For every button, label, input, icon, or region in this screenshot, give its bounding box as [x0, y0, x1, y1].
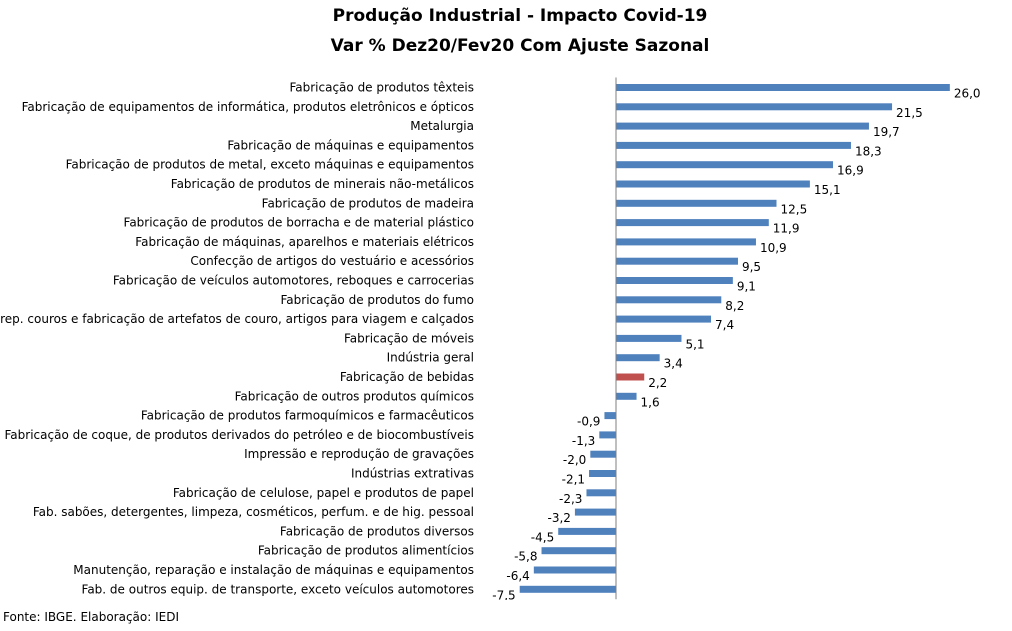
bar — [616, 354, 660, 362]
bar — [616, 199, 777, 207]
bar — [533, 566, 616, 574]
category-label: Fabricação de produtos de minerais não-m… — [171, 177, 474, 191]
bar — [616, 392, 637, 400]
category-label: Indústrias extrativas — [351, 467, 474, 481]
category-label: Fabricação de veículos automotores, rebo… — [113, 274, 474, 288]
category-label: Indústria geral — [387, 351, 474, 365]
category-label: Fabricação de produtos farmoquímicos e f… — [141, 409, 474, 423]
category-label: Fabricação de produtos têxteis — [289, 81, 474, 95]
category-label: Fabricação de produtos alimentícios — [258, 544, 474, 558]
value-label: 5,1 — [685, 337, 704, 351]
bar — [604, 412, 616, 420]
value-label: 3,4 — [664, 357, 683, 371]
bar — [586, 489, 616, 497]
bar — [558, 527, 616, 535]
bar — [616, 84, 950, 91]
category-label: Impressão e reprodução de gravações — [244, 447, 474, 461]
bar — [616, 296, 722, 304]
value-label: -2,0 — [563, 453, 586, 467]
bar — [616, 373, 645, 381]
value-label: -3,2 — [547, 511, 570, 525]
bar — [616, 219, 769, 227]
value-label: 11,9 — [773, 222, 800, 236]
value-label: 15,1 — [814, 183, 841, 197]
value-label: -4,5 — [531, 530, 554, 544]
value-label: -5,8 — [514, 550, 537, 564]
value-label: -1,3 — [572, 434, 595, 448]
value-label: -2,3 — [559, 492, 582, 506]
category-label: Fabricação de outros produtos químicos — [235, 389, 474, 403]
category-label: Manutenção, reparação e instalação de má… — [73, 563, 474, 577]
bar — [616, 161, 833, 169]
value-label: 1,6 — [641, 395, 660, 409]
value-label: 7,4 — [715, 318, 734, 332]
bar — [616, 334, 682, 342]
category-label: Fabricação de equipamentos de informátic… — [22, 100, 474, 114]
category-label: Fabricação de produtos diversos — [280, 524, 474, 538]
bar-chart: Fabricação de produtos têxteis 26,0 Fabric… — [0, 77, 981, 600]
bar — [599, 431, 616, 439]
value-label: -7,5 — [492, 588, 515, 600]
value-label: -6,4 — [506, 569, 529, 583]
category-label: Fabricação de produtos de borracha e de … — [124, 216, 474, 230]
value-label: 8,2 — [725, 299, 744, 313]
chart-title: Produção Industrial - Impacto Covid-19 — [332, 6, 708, 26]
category-label: Fabricação de celulose, papel e produtos… — [173, 486, 474, 500]
bar — [519, 585, 616, 593]
bar — [616, 277, 733, 284]
bar — [616, 103, 893, 111]
chart-source: Fonte: IBGE. Elaboração: IEDI — [3, 610, 180, 624]
value-label: 10,9 — [760, 241, 787, 255]
value-label: 18,3 — [855, 144, 882, 158]
category-label: Fabricação de produtos de madeira — [262, 196, 474, 210]
category-label: Fabricação de produtos de metal, exceto … — [66, 158, 474, 172]
bar — [616, 180, 810, 188]
value-label: -2,1 — [562, 473, 585, 487]
bar — [574, 508, 616, 516]
bar — [616, 122, 869, 130]
category-label: Fabricação de máquinas e equipamentos — [227, 138, 474, 152]
category-label: Fab. sabões, detergentes, limpeza, cosmé… — [33, 505, 474, 519]
value-label: 19,7 — [873, 125, 900, 139]
value-label: 21,5 — [896, 106, 923, 120]
value-label: 2,2 — [648, 376, 667, 390]
value-label: -0,9 — [577, 415, 600, 429]
bar — [616, 315, 712, 323]
bar — [616, 257, 738, 265]
category-label: Fabricação de móveis — [344, 331, 474, 345]
category-label: Confecção de artigos do vestuário e aces… — [190, 254, 474, 268]
bar — [589, 470, 616, 477]
bar — [616, 141, 851, 149]
category-label: Fabricação de produtos do fumo — [280, 293, 474, 307]
category-label: Fabricação de bebidas — [340, 370, 474, 384]
bar — [616, 238, 756, 246]
value-label: 9,1 — [737, 280, 756, 294]
bar — [590, 450, 616, 458]
value-label: 9,5 — [742, 260, 761, 274]
value-label: 12,5 — [781, 202, 808, 216]
chart-subtitle: Var % Dez20/Fev20 Com Ajuste Sazonal — [330, 36, 710, 56]
category-label: Fabricação de máquinas, aparelhos e mate… — [135, 235, 474, 249]
category-label: Fab. de outros equip. de transporte, exc… — [82, 582, 474, 596]
category-label: Prep. couros e fabricação de artefatos d… — [0, 312, 474, 326]
category-label: Fabricação de coque, de produtos derivad… — [5, 428, 475, 442]
bar — [541, 547, 616, 555]
category-label: Metalurgia — [410, 119, 474, 133]
value-label: 26,0 — [954, 87, 981, 101]
value-label: 16,9 — [837, 164, 864, 178]
